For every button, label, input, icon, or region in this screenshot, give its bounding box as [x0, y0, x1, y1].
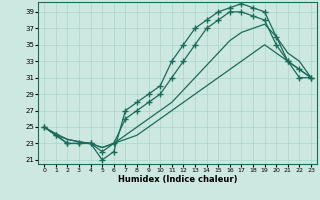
X-axis label: Humidex (Indice chaleur): Humidex (Indice chaleur) [118, 175, 237, 184]
